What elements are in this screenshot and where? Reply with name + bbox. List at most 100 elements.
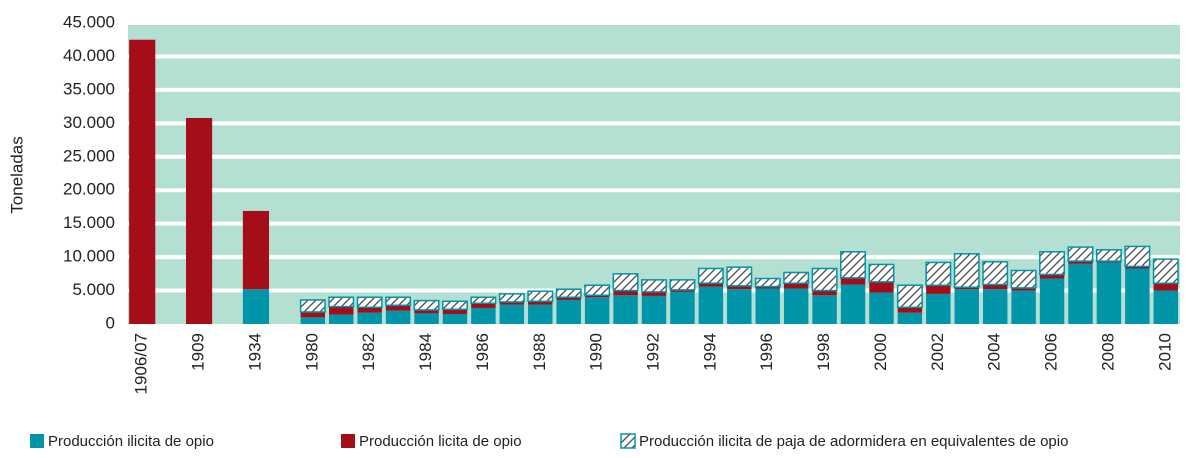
bar-segment [499, 304, 525, 324]
x-tick-label: 2002 [928, 333, 947, 371]
y-tick-label: 30.000 [63, 113, 115, 132]
bar-segment [783, 271, 810, 284]
bar-segment [470, 296, 497, 305]
bar-segment [1010, 269, 1037, 289]
bar-segment [954, 289, 979, 324]
legend-label: Producción licita de opio [359, 433, 522, 450]
legend-swatch [341, 434, 355, 448]
bar-segment [840, 284, 866, 324]
bar-segment [499, 301, 525, 305]
bar-segment [584, 284, 611, 296]
x-tick-label: 2000 [871, 333, 890, 371]
bar-segment [1011, 287, 1036, 291]
bar-segment [584, 295, 610, 298]
bar-segment [528, 304, 553, 324]
bar-segment [726, 266, 753, 287]
bar-segment [1124, 245, 1151, 268]
x-tick-label: 1986 [473, 333, 492, 371]
bar-segment [498, 293, 525, 303]
bar-segment [697, 267, 724, 284]
y-tick-label: 25.000 [63, 146, 115, 165]
x-tick-label: 1906/07 [132, 333, 151, 394]
bar-segment [1125, 266, 1150, 269]
bar-segment [555, 288, 582, 298]
bar-segment [1068, 263, 1093, 324]
bar-segment [754, 277, 781, 288]
bar-segment [641, 291, 667, 296]
bar-segment [385, 310, 411, 324]
bar-segment [413, 299, 440, 311]
y-tick-label: 40.000 [63, 46, 115, 65]
bar-segment [755, 286, 780, 289]
bar-segment [1039, 251, 1066, 276]
bar-segment [926, 293, 951, 324]
legend-swatch [30, 434, 44, 448]
bar-segment [982, 284, 1008, 290]
bar-segment [385, 296, 412, 307]
bar-segment [527, 290, 554, 303]
bar-segment [812, 290, 837, 296]
bar-segment [414, 313, 439, 324]
bar-segment [869, 292, 894, 324]
y-tick-label: 0 [106, 313, 115, 332]
y-tick-label: 45.000 [63, 12, 115, 31]
bar-segment [329, 306, 354, 315]
bar-segment [953, 253, 980, 288]
legend-label: Producción ilicita de opio [48, 433, 214, 450]
bar-segment [1096, 262, 1122, 324]
bar-segment [357, 312, 382, 324]
x-tick-label: 1980 [302, 333, 321, 371]
bar-segment [869, 281, 894, 293]
bar-segment [357, 307, 382, 313]
x-tick-label: 1909 [189, 333, 208, 371]
bar-segment [698, 286, 724, 324]
bar-segment [613, 290, 638, 296]
legend: Producción ilicita de opio Producción lic… [30, 433, 1068, 450]
y-tick-label: 5.000 [72, 280, 115, 299]
bar-segment [755, 288, 780, 324]
bar-segment [129, 39, 156, 324]
bar-segment [528, 301, 553, 305]
bar-segment [385, 305, 411, 311]
legend-label: Producción ilicita de paja de adormidera… [639, 433, 1068, 450]
bar-segment [926, 285, 951, 294]
bar-segment [670, 291, 695, 324]
x-tick-label: 2004 [985, 333, 1004, 371]
y-tick-label: 20.000 [63, 180, 115, 199]
x-tick-label: 1998 [814, 333, 833, 371]
bar-segment [242, 289, 270, 324]
x-tick-label: 1990 [587, 333, 606, 371]
bar-segment [670, 289, 695, 292]
x-tick-label: 1934 [245, 333, 264, 371]
bar-segment [982, 261, 1009, 286]
x-tick-label: 2006 [1042, 333, 1061, 371]
bar-segment [783, 288, 809, 324]
bar-segment [1152, 258, 1179, 284]
bar-segment [698, 283, 724, 287]
bar-segment [727, 285, 752, 290]
y-tick-label: 35.000 [63, 79, 115, 98]
bar-segment [954, 287, 979, 290]
bar-segment [868, 263, 895, 283]
bar-segment [1039, 274, 1065, 279]
bar-segment [612, 273, 639, 292]
bar-segment [471, 303, 496, 308]
bar-segment [613, 295, 638, 324]
x-tick-label: 1994 [700, 333, 719, 371]
bar-segment [1011, 290, 1036, 324]
bar-segment [442, 313, 468, 324]
bar-segment [1095, 249, 1122, 262]
bar-segment [556, 297, 581, 300]
bar-segment [1153, 290, 1179, 324]
bar-segment [840, 251, 867, 279]
bar-segment [897, 312, 923, 324]
bar-segment [1068, 261, 1093, 264]
bar-segment [471, 307, 496, 324]
x-tick-label: 1996 [757, 333, 776, 371]
bar-segment [356, 296, 383, 309]
bar-segment [300, 317, 326, 324]
bar-segment [727, 289, 752, 324]
bar-segment [896, 284, 923, 309]
bar-segment [329, 314, 354, 324]
